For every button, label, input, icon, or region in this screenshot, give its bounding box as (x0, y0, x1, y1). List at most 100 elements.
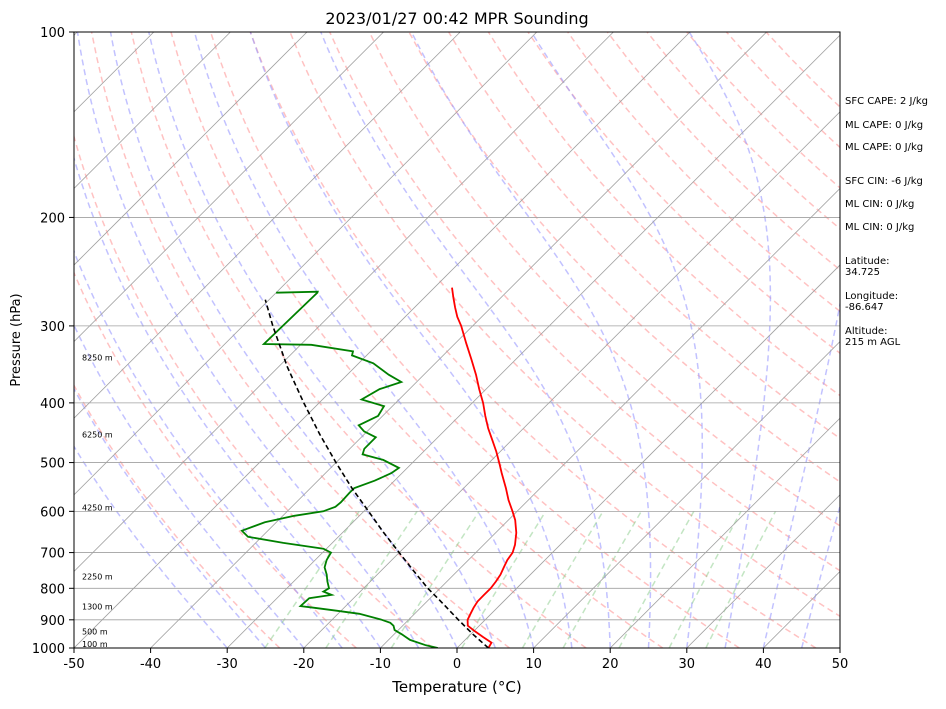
dry-adiabat (567, 32, 840, 313)
stats-panel: SFC CAPE: 2 J/kg ML CAPE: 0 J/kg ML CAPE… (845, 96, 928, 348)
moist-adiabat (320, 32, 611, 648)
parcel-line (264, 299, 489, 648)
moist-adiabat (410, 32, 652, 648)
isotherm (74, 32, 614, 572)
dry-adiabat (527, 32, 840, 355)
latitude-value: 34.725 (845, 267, 880, 278)
y-tick-label: 700 (40, 547, 65, 562)
ml-cin-text-2: ML CIN: 0 J/kg (845, 222, 914, 233)
moist-adiabat (148, 32, 497, 648)
moist-adiabat (74, 249, 343, 648)
dry-adiabat (170, 32, 664, 648)
y-tick-label: 100 (40, 26, 65, 41)
background-lines (74, 32, 840, 648)
isotherm (74, 32, 384, 343)
dry-adiabat (289, 32, 840, 618)
x-tick-label: -30 (217, 657, 238, 672)
mixing-ratio-line (562, 510, 642, 648)
x-axis-ticks: -50 -40 -30 -20 -10 0 10 20 30 40 50 (63, 648, 848, 672)
height-label: 8250 m (82, 354, 113, 363)
x-tick-label: 20 (602, 657, 619, 672)
x-tick-label: 10 (525, 657, 542, 672)
height-labels: 100 m 500 m 1300 m 2250 m 4250 m 6250 m 8250 m (82, 354, 113, 649)
dry-adiabat (249, 32, 817, 648)
isotherm (74, 32, 461, 419)
sfc-cin-text: SFC CIN: -6 J/kg (845, 176, 923, 187)
x-tick-label: 40 (755, 657, 772, 672)
y-tick-label: 200 (40, 211, 65, 226)
isotherm (150, 32, 767, 648)
isotherm (609, 417, 840, 648)
ml-cape-text-2: ML CAPE: 0 J/kg (845, 142, 923, 153)
temperature-line (451, 287, 518, 648)
x-tick-label: -50 (63, 657, 84, 672)
height-label: 2250 m (82, 572, 113, 581)
y-axis-ticks: 100 200 300 400 500 600 700 800 900 1000 (32, 26, 74, 657)
y-tick-label: 800 (40, 582, 65, 597)
isotherm (533, 341, 840, 648)
moist-adiabat (74, 445, 228, 648)
x-tick-label: -10 (370, 657, 391, 672)
dry-adiabat (74, 270, 357, 648)
dry-adiabat (209, 32, 740, 648)
moist-adiabat (530, 32, 704, 648)
dry-adiabat (90, 32, 510, 648)
profile-series (240, 287, 518, 648)
moist-adiabat (76, 32, 420, 648)
isotherm (686, 494, 840, 648)
moist-adiabat (800, 503, 840, 648)
y-tick-label: 600 (40, 505, 65, 520)
isotherm (74, 32, 231, 189)
isotherm (74, 32, 308, 266)
ml-cape-text: ML CAPE: 0 J/kg (845, 120, 923, 131)
moist-adiabat (249, 32, 573, 648)
x-tick-label: -20 (293, 657, 314, 672)
moist-adiabat (74, 155, 382, 648)
mixing-ratio-line (668, 510, 742, 648)
moist-adiabat (762, 300, 840, 648)
x-axis-label: Temperature (°C) (391, 678, 521, 696)
chart-title: 2023/01/27 00:42 MPR Sounding (325, 9, 588, 28)
altitude-label: Altitude: (845, 326, 887, 337)
dry-adiabat (74, 383, 281, 648)
altitude-value: 215 m AGL (845, 337, 901, 348)
y-tick-label: 1000 (32, 642, 65, 657)
isotherm (456, 264, 840, 648)
height-label: 4250 m (82, 503, 113, 512)
isotherm (303, 111, 840, 648)
isotherm (74, 32, 538, 496)
y-tick-label: 300 (40, 320, 65, 335)
isotherm (74, 32, 691, 648)
isotherm (226, 34, 840, 648)
dry-adiabat (130, 32, 587, 648)
dry-adiabat (448, 32, 840, 440)
x-tick-label: 50 (832, 657, 849, 672)
sfc-cape-text: SFC CAPE: 2 J/kg (845, 96, 928, 107)
height-label: 6250 m (82, 431, 113, 440)
y-tick-label: 400 (40, 397, 65, 412)
longitude-value: -86.647 (845, 302, 884, 313)
dry-adiabat (329, 32, 840, 572)
y-tick-label: 900 (40, 614, 65, 629)
mixing-ratio-line (705, 510, 777, 648)
x-tick-label: 0 (453, 657, 461, 672)
y-axis-label: Pressure (hPa) (9, 293, 24, 386)
y-tick-label: 500 (40, 457, 65, 472)
dry-adiabat (408, 32, 840, 483)
ml-cin-text: ML CIN: 0 J/kg (845, 199, 914, 210)
mixing-ratio-line (521, 510, 604, 648)
longitude-label: Longitude: (845, 291, 898, 302)
x-tick-label: -40 (140, 657, 161, 672)
height-label: 500 m (82, 628, 108, 637)
isotherm (380, 187, 840, 648)
height-label: 1300 m (82, 603, 113, 612)
latitude-label: Latitude: (845, 256, 890, 267)
dewpoint-line (240, 290, 439, 648)
dry-adiabat (368, 32, 840, 527)
dry-adiabat (487, 32, 840, 397)
height-label: 100 m (82, 640, 108, 649)
moist-adiabat (109, 32, 458, 648)
dry-adiabat (74, 133, 434, 648)
